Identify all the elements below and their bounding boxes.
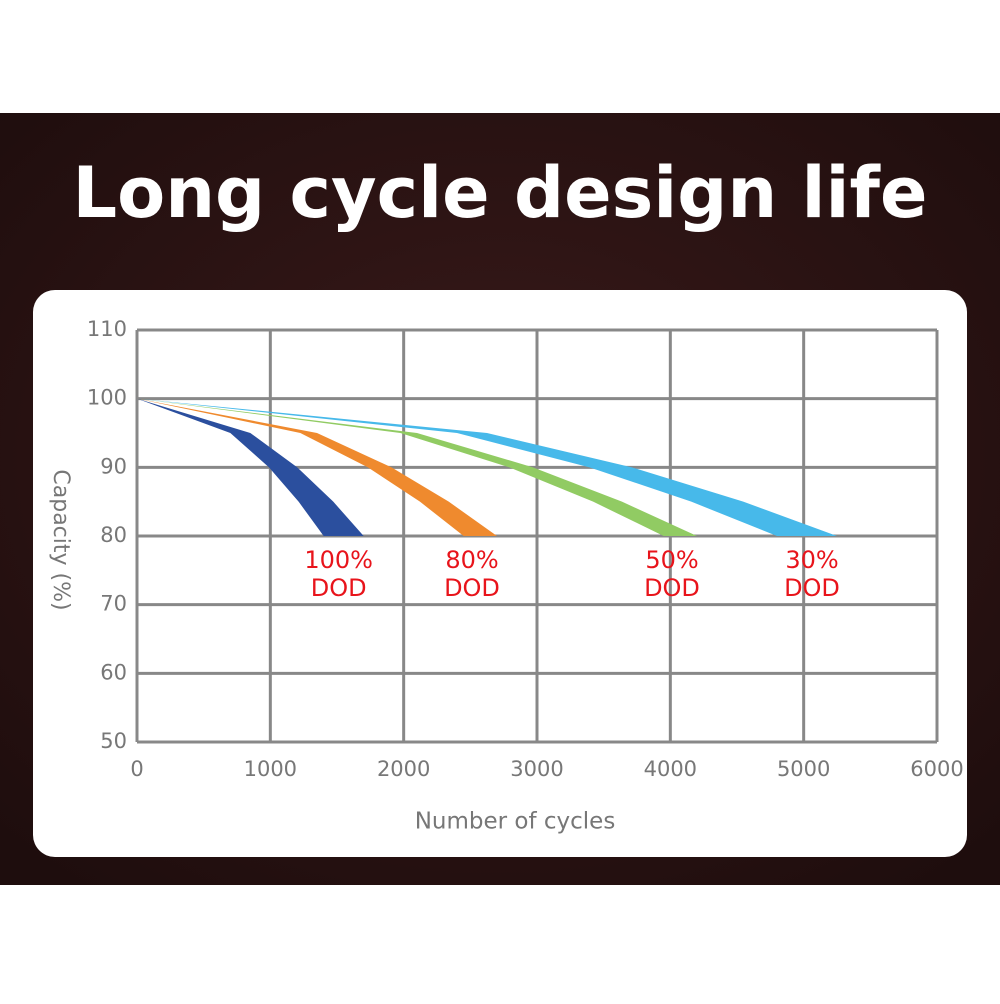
capacity-band [137,398,837,536]
x-tick-label: 2000 [377,757,430,781]
x-tick-label: 4000 [644,757,697,781]
band-label: DOD [444,574,500,602]
y-tick-label: 90 [100,454,127,478]
x-tick-label: 5000 [777,757,830,781]
band-label: DOD [644,574,700,602]
band-label: DOD [784,574,840,602]
y-tick-label: 50 [100,729,127,753]
y-tick-label: 100 [87,386,127,410]
x-tick-label: 1000 [244,757,297,781]
band-label: 30% [785,546,838,574]
y-tick-label: 80 [100,523,127,547]
y-tick-label: 60 [100,660,127,684]
x-tick-label: 6000 [910,757,963,781]
capacity-band [137,398,697,536]
chart-title: Long cycle design life [73,152,928,234]
band-label: 100% [304,546,373,574]
capacity-band [137,398,364,536]
capacity-band [137,398,497,536]
x-tick-label: 3000 [510,757,563,781]
x-axis-label: Number of cycles [415,809,616,835]
y-tick-label: 110 [87,317,127,341]
panel [33,290,967,857]
y-axis-label: Capacity (%) [48,469,73,610]
band-label: DOD [311,574,367,602]
x-tick-label: 0 [130,757,143,781]
y-tick-label: 70 [100,592,127,616]
band-label: 80% [445,546,498,574]
band-label: 50% [645,546,698,574]
